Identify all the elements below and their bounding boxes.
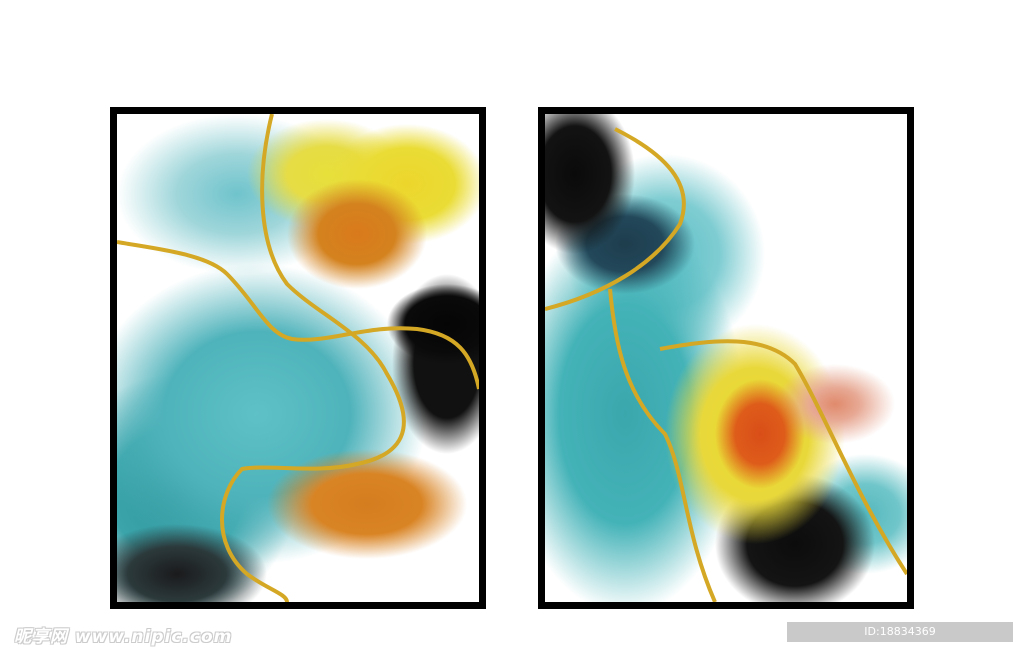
gold-line	[220, 114, 406, 602]
abstract-painting-left	[117, 114, 479, 602]
abstract-painting-right	[545, 114, 907, 602]
gold-line	[608, 288, 717, 602]
gold-line	[545, 127, 686, 311]
gold-line	[117, 240, 479, 390]
gold-lines-right	[545, 127, 907, 602]
nipic-watermark-logo: 昵享网 www.nipic.com	[14, 627, 233, 647]
painting-frame-left	[110, 107, 486, 609]
gold-line	[659, 339, 907, 576]
gold-lines-left	[117, 114, 479, 602]
image-id-watermark: ID:18834369 NO:20190126200249716000	[787, 622, 1013, 658]
painting-frame-right	[538, 107, 914, 609]
